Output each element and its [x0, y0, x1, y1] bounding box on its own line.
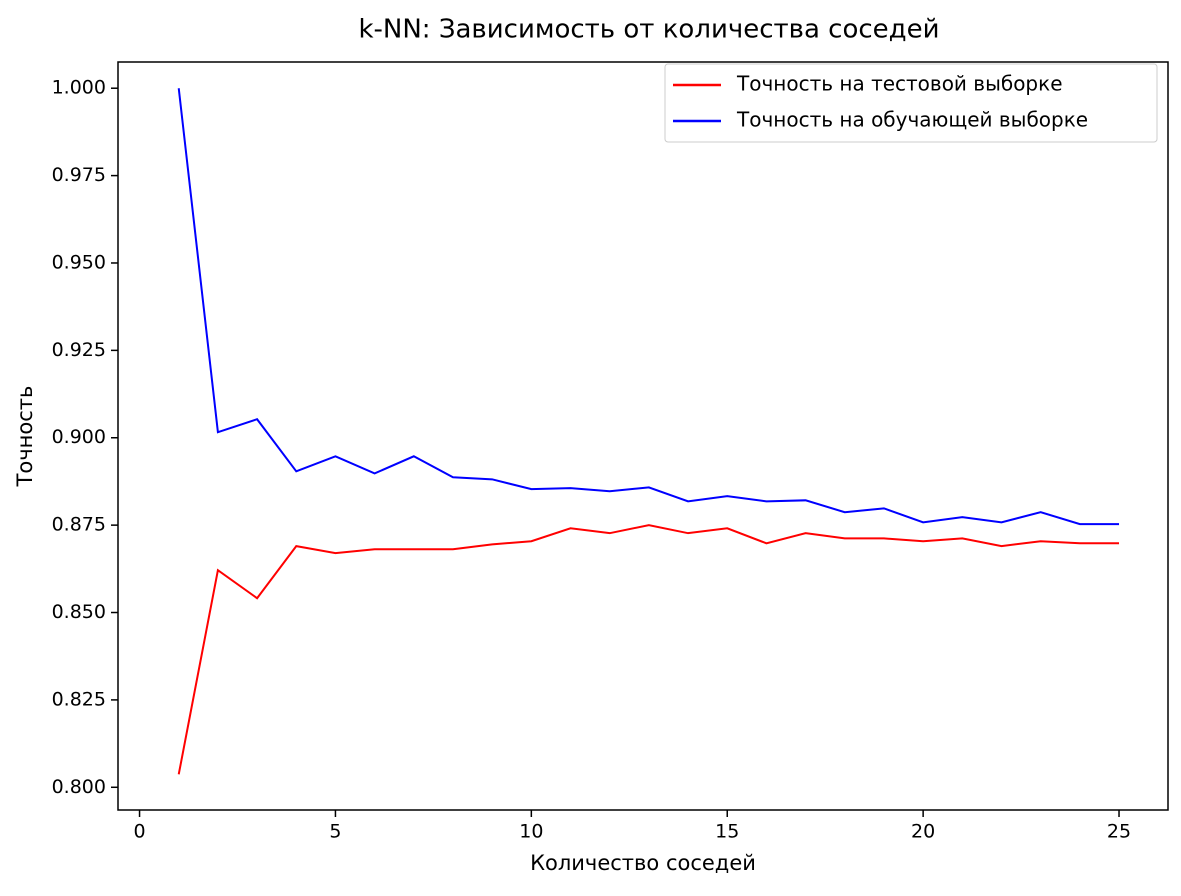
legend-label: Точность на тестовой выборке	[736, 72, 1063, 96]
y-tick-label: 0.850	[52, 601, 106, 623]
x-axis-label: Количество соседей	[530, 851, 756, 875]
y-tick-label: 1.000	[52, 77, 106, 99]
line-series	[177, 88, 1120, 526]
y-tick-label: 0.800	[52, 776, 106, 798]
line-series	[177, 524, 1120, 775]
x-tick-label: 5	[329, 821, 341, 843]
y-tick-label: 0.975	[52, 164, 106, 186]
x-tick-label: 10	[519, 821, 543, 843]
x-tick-label: 15	[715, 821, 739, 843]
legend-label: Точность на обучающей выборке	[736, 108, 1088, 132]
y-tick-label: 0.875	[52, 514, 106, 536]
x-tick-label: 0	[134, 821, 146, 843]
x-tick-label: 20	[911, 821, 935, 843]
y-tick-label: 0.925	[52, 339, 106, 361]
y-tick-label: 0.825	[52, 688, 106, 710]
chart-title: k-NN: Зависимость от количества соседей	[358, 15, 939, 45]
y-axis-label: Точность	[13, 386, 37, 488]
legend-box	[664, 63, 1158, 143]
x-tick-label: 25	[1107, 821, 1131, 843]
y-tick-label: 0.900	[52, 426, 106, 448]
plot-frame	[117, 61, 1169, 811]
y-tick-label: 0.950	[52, 251, 106, 273]
